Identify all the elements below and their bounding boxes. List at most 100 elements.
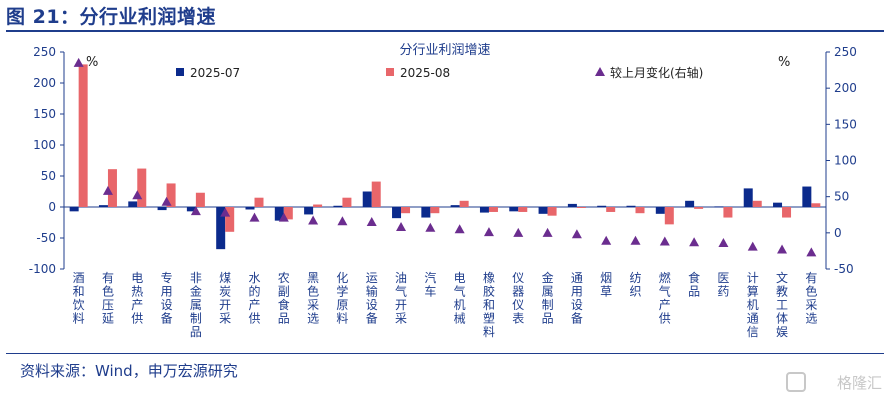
right-tick-label: 100 [834,154,857,168]
bar-2025-08 [195,192,205,207]
bar-2025-08 [371,181,381,207]
category-char: 器 [512,285,524,299]
category-char: 仪 [512,298,524,312]
category-char: 备 [366,312,378,326]
category-label: 农副食品 [278,271,290,326]
category-char: 煤 [219,271,231,285]
category-char: 品 [542,312,554,326]
category-char: 汽 [424,270,436,285]
bar-2025-08 [664,207,674,225]
category-char: 选 [307,312,319,326]
category-label: 电热产供 [131,271,143,326]
footer-rule [6,353,884,354]
category-char: 采 [805,298,817,312]
bar-2025-07 [802,186,812,207]
bar-2025-08 [401,207,411,214]
category-char: 输 [366,284,378,299]
category-char: 食 [688,270,700,285]
category-char: 料 [483,325,495,339]
category-char: 压 [102,298,114,312]
watermark: 格隆汇 [836,374,882,392]
change-marker [425,222,436,232]
change-marker [278,212,289,222]
bar-2025-07 [773,202,783,207]
change-marker [454,224,465,234]
category-char: 金 [542,270,554,285]
bar-2025-07 [69,207,79,212]
category-label: 金属制品 [542,270,554,326]
category-char: 运 [366,271,378,285]
category-char: 水 [248,271,260,285]
category-char: 草 [600,285,612,299]
category-char: 仪 [512,271,524,285]
change-marker [102,185,113,195]
category-label: 非金属制品 [190,271,202,339]
left-tick-label: -100 [29,262,56,276]
change-marker [132,190,143,200]
category-char: 气 [454,284,466,299]
change-marker [777,244,788,254]
figure-header: 图 21：分行业利润增速 [0,0,892,32]
category-label: 专用设备 [161,270,173,326]
bar-2025-08 [107,169,117,207]
bar-2025-08 [782,207,792,218]
category-char: 橡 [483,271,495,285]
bar-2025-07 [186,207,196,212]
right-tick-label: 150 [834,117,857,131]
bar-2025-07 [245,207,255,210]
bar-2025-07 [333,205,343,207]
category-char: 有 [102,271,114,285]
bar-2025-08 [811,203,821,207]
category-char: 娱 [776,325,788,339]
category-char: 供 [131,312,143,326]
category-label: 化学原料 [336,271,348,326]
category-char: 燃 [659,270,671,285]
right-tick-label: 200 [834,81,857,95]
category-label: 橡胶和塑料 [483,271,495,339]
change-marker [542,227,553,237]
category-char: 和 [73,285,85,299]
category-char: 纺 [629,271,641,285]
bar-2025-08 [225,207,235,232]
category-char: 供 [248,312,260,326]
category-char: 织 [629,285,641,299]
category-char: 教 [776,284,788,299]
category-char: 饮 [73,298,85,312]
category-char: 设 [161,298,173,312]
category-char: 计 [747,271,759,285]
category-char: 工 [776,298,788,312]
category-char: 制 [190,312,202,326]
category-char: 属 [542,285,554,299]
category-char: 选 [805,312,817,326]
left-unit-label: % [86,55,98,70]
markers [73,57,817,257]
change-marker [337,216,348,226]
category-char: 化 [336,271,348,285]
bar-2025-07 [685,200,695,207]
change-marker [190,206,201,216]
change-marker [161,196,172,206]
right-tick-label: -50 [834,262,854,276]
bar-2025-07 [392,207,402,219]
legend: 2025-07 2025-08 较上月变化(右轴) [176,65,703,80]
category-char: 烟 [600,271,612,285]
category-char: 车 [424,284,436,299]
category-labels: 酒和饮料有色压延电热产供专用设备非金属制品煤炭开采水的产供农副食品黑色采选化学原… [73,270,818,339]
category-char: 色 [805,285,817,299]
category-label: 黑色采选 [307,271,319,326]
change-marker [483,227,494,237]
category-label: 煤炭开采 [219,271,231,326]
category-char: 算 [747,284,759,299]
category-char: 备 [161,312,173,326]
bar-2025-08 [166,183,176,207]
bar-2025-07 [450,205,460,207]
category-label: 运输设备 [366,271,378,326]
right-tick-label: 50 [834,190,849,204]
category-label: 通用设备 [571,271,583,326]
category-label: 水的产供 [248,271,260,326]
category-char: 设 [571,298,583,312]
category-char: 械 [454,311,466,326]
bar-2025-08 [518,207,528,212]
category-char: 农 [278,271,290,285]
chart-title: 分行业利润增速 [399,43,490,58]
